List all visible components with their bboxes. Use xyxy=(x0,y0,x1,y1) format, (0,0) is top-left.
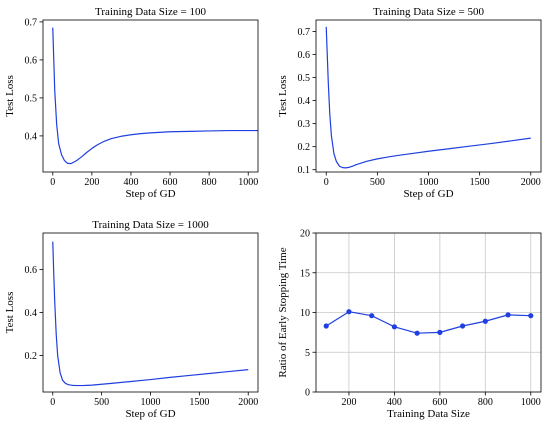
panel-loss-size-500: 0 500 1000 1500 2000 0.1 0.2 0.3 0.4 0.5 0.6 0.7 Tra… xyxy=(277,6,542,200)
data-point xyxy=(459,323,466,329)
x-tick-label: 800 xyxy=(478,397,493,408)
plot-frame xyxy=(315,19,542,173)
y-tick-label: 0.1 xyxy=(298,165,311,176)
data-point xyxy=(505,312,511,318)
series-line xyxy=(52,241,249,387)
y-axis-label: Test Loss xyxy=(4,75,16,117)
data-point xyxy=(482,318,488,324)
x-tick-label: 1000 xyxy=(141,397,161,408)
y-tick-label: 15 xyxy=(300,268,310,279)
data-point xyxy=(528,313,534,319)
y-tick-label: 0.6 xyxy=(25,55,38,66)
x-tick-label: 2000 xyxy=(521,177,541,188)
x-tick-label: 400 xyxy=(123,177,138,188)
x-tick-label: 600 xyxy=(163,177,178,188)
y-tick-label: 0 xyxy=(305,388,310,399)
x-tick-label: 1000 xyxy=(419,177,439,188)
y-tick-label: 20 xyxy=(300,229,310,240)
y-tick-label: 0.4 xyxy=(25,308,38,319)
x-axis-label: Step of GD xyxy=(125,408,175,420)
y-axis-label: Test Loss xyxy=(277,75,289,117)
data-point xyxy=(369,313,375,319)
y-tick-label: 10 xyxy=(300,308,310,319)
x-tick-label: 200 xyxy=(341,397,356,408)
x-tick-label: 800 xyxy=(202,177,217,188)
plot-frame xyxy=(42,232,259,393)
x-tick-label: 200 xyxy=(84,177,99,188)
y-tick-label: 0.5 xyxy=(298,73,311,84)
y-tick-label: 0.7 xyxy=(25,17,38,28)
x-tick-label: 500 xyxy=(370,177,385,188)
x-axis-label: Step of GD xyxy=(125,188,175,200)
y-tick-label: 0.3 xyxy=(298,119,311,130)
y-tick-label: 0.2 xyxy=(298,142,311,153)
data-point xyxy=(323,323,329,329)
series-line xyxy=(52,27,258,165)
panel-loss-size-100: 0 200 400 600 800 1000 0.4 0.5 0.6 0.7 Training Da… xyxy=(4,6,259,200)
y-axis-label: Test Loss xyxy=(4,292,16,334)
y-tick-label: 0.6 xyxy=(25,265,38,276)
x-tick-label: 0 xyxy=(50,177,55,188)
chart-title: Training Data Size = 100 xyxy=(95,6,206,18)
x-tick-label: 1500 xyxy=(189,397,209,408)
x-tick-label: 1000 xyxy=(521,397,541,408)
x-tick-label: 0 xyxy=(50,397,55,408)
data-point xyxy=(437,329,443,335)
y-tick-label: 0.6 xyxy=(298,50,311,61)
series-line xyxy=(325,26,531,169)
x-axis-label: Step of GD xyxy=(403,188,453,200)
panel-early-stopping-ratio: 200 400 600 800 1000 0 5 10 15 20 Training Data Si… xyxy=(277,229,542,420)
y-tick-label: 0.4 xyxy=(25,131,38,142)
data-point xyxy=(414,330,420,336)
x-tick-label: 1000 xyxy=(238,177,258,188)
chart-title: Training Data Size = 1000 xyxy=(92,219,209,231)
y-tick-label: 0.2 xyxy=(25,351,38,362)
y-tick-label: 0.5 xyxy=(25,93,38,104)
data-point xyxy=(346,309,352,315)
y-tick-label: 0.4 xyxy=(298,96,311,107)
y-tick-label: 5 xyxy=(305,348,310,359)
data-point xyxy=(391,324,398,330)
x-tick-label: 600 xyxy=(432,397,447,408)
x-tick-label: 2000 xyxy=(238,397,258,408)
x-tick-label: 1500 xyxy=(470,177,490,188)
x-tick-label: 500 xyxy=(94,397,109,408)
y-tick-label: 0.7 xyxy=(298,27,311,38)
x-tick-label: 0 xyxy=(324,177,329,188)
series-line xyxy=(325,311,531,334)
x-tick-label: 400 xyxy=(387,397,402,408)
plot-frame xyxy=(42,19,259,173)
x-axis-label: Training Data Size xyxy=(387,408,470,420)
y-axis-label: Ratio of Early Stopping Time xyxy=(277,247,289,377)
chart-title: Training Data Size = 500 xyxy=(373,6,484,18)
panel-loss-size-1000: 0 500 1000 1500 2000 0.2 0.4 0.6 Training Data S… xyxy=(4,219,259,420)
